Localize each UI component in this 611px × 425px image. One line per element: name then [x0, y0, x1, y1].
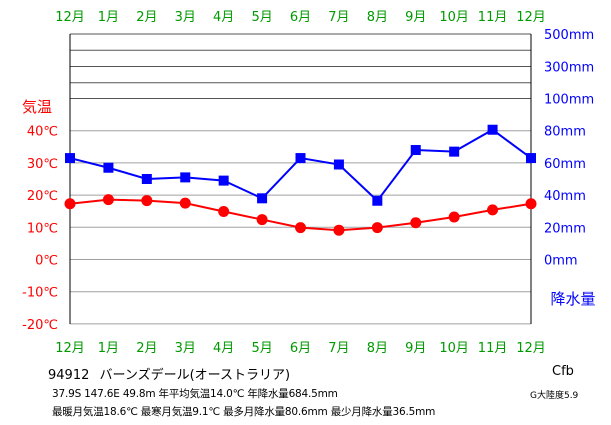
month-label-top: 9月	[405, 10, 426, 25]
temperature-point	[525, 198, 537, 210]
temperature-tick-label: 40℃	[27, 125, 58, 140]
precipitation-axis-title: 降水量	[550, 290, 595, 308]
month-label-bottom: 3月	[175, 341, 196, 356]
temperature-point	[64, 198, 76, 210]
temperature-tick-label: 30℃	[27, 157, 58, 172]
precipitation-point	[526, 153, 536, 164]
precipitation-tick-label: 20mm	[544, 221, 586, 236]
temperature-point	[448, 211, 460, 223]
temperature-point	[371, 222, 383, 234]
precipitation-point	[218, 175, 229, 186]
temperature-tick-label: -20℃	[22, 318, 58, 333]
temperature-tick-labels: 40℃ 30℃ 20℃ 10℃ 0℃ -10℃ -20℃	[22, 125, 58, 333]
month-label-top: 10月	[439, 10, 469, 25]
precipitation-point	[333, 159, 344, 170]
temperature-point	[102, 194, 114, 206]
precipitation-tick-labels: 0mm 20mm 40mm 60mm 80mm 100mm 300mm 500mm	[544, 28, 594, 269]
month-label-top: 11月	[478, 10, 508, 25]
month-label-bottom: 11月	[478, 341, 508, 356]
precipitation-point	[449, 146, 460, 157]
station-name: バーンズデール(オーストラリア)	[99, 368, 291, 383]
month-label-top: 12月	[55, 10, 85, 25]
chart-grid	[70, 33, 531, 325]
month-label-bottom: 6月	[290, 341, 311, 356]
climate-classification: Cfb	[552, 364, 574, 379]
month-label-top: 6月	[290, 10, 311, 25]
month-label-bottom: 9月	[405, 341, 426, 356]
station-line: 94912 バーンズデール(オーストラリア)	[48, 364, 290, 383]
precipitation-tick-label: 0mm	[544, 254, 578, 269]
month-label-bottom: 2月	[136, 341, 157, 356]
temperature-tick-label: 20℃	[27, 189, 58, 204]
precipitation-tick-label: 40mm	[544, 189, 586, 204]
month-label-top: 3月	[175, 10, 196, 25]
temperature-point	[333, 224, 345, 236]
month-label-top: 4月	[213, 10, 234, 25]
temperature-tick-label: 0℃	[35, 254, 58, 269]
month-label-bottom: 8月	[367, 341, 388, 356]
precipitation-point	[410, 145, 421, 156]
precipitation-tick-label: 100mm	[544, 93, 594, 108]
precipitation-tick-label: 500mm	[544, 28, 594, 43]
month-label-top: 12月	[516, 10, 546, 25]
precipitation-tick-label: 80mm	[544, 125, 586, 140]
station-id: 94912	[48, 368, 90, 383]
chart-axes	[69, 34, 532, 324]
temperature-point	[295, 222, 306, 234]
precipitation-point	[103, 162, 114, 173]
precipitation-point	[372, 195, 383, 206]
temperature-tick-label: 10℃	[27, 221, 58, 236]
precipitation-point	[141, 174, 152, 184]
station-stats-line-1: 37.9S 147.6E 49.8m 年平均気温14.0℃ 年降水量684.5m…	[52, 388, 338, 400]
month-label-top: 1月	[98, 10, 119, 25]
month-label-bottom: 4月	[213, 341, 234, 356]
top-month-labels: 12月 1月 2月 3月 4月 5月 6月 7月 8月 9月 10月 11月 12月	[55, 10, 546, 25]
month-label-top: 5月	[251, 10, 272, 25]
precipitation-point	[257, 193, 268, 204]
bottom-month-labels: 12月 1月 2月 3月 4月 5月 6月 7月 8月 9月 10月 11月 12月	[55, 341, 546, 356]
station-stats-line-2: 最暖月気温18.6℃ 最寒月気温9.1℃ 最多月降水量80.6mm 最少月降水量…	[52, 406, 436, 418]
temperature-tick-label: -10℃	[22, 286, 58, 301]
precipitation-tick-label: 300mm	[544, 61, 594, 76]
precipitation-point	[487, 124, 498, 135]
month-label-bottom: 7月	[328, 341, 349, 356]
precipitation-series	[65, 124, 536, 206]
temperature-point	[256, 214, 268, 226]
temperature-point	[141, 195, 153, 207]
precipitation-point	[65, 153, 75, 164]
month-label-bottom: 12月	[516, 341, 546, 356]
month-label-top: 8月	[367, 10, 388, 25]
temperature-point	[410, 217, 422, 229]
climate-chart: 12月 1月 2月 3月 4月 5月 6月 7月 8月 9月 10月 11月 12月 12月 1月 2月 3月…	[22, 10, 596, 356]
continentality-index: G大陸度5.9	[530, 391, 579, 401]
precipitation-line	[69, 128, 532, 203]
month-label-bottom: 12月	[55, 341, 85, 356]
month-label-top: 2月	[136, 10, 157, 25]
precipitation-tick-label: 60mm	[544, 157, 586, 172]
temperature-point	[179, 197, 191, 209]
precipitation-point	[295, 153, 306, 164]
month-label-bottom: 10月	[439, 341, 469, 356]
temperature-axis-title: 気温	[22, 98, 52, 116]
precipitation-point	[180, 172, 191, 183]
temperature-point	[218, 206, 230, 218]
month-label-top: 7月	[328, 10, 349, 25]
temperature-series	[64, 194, 537, 236]
month-label-bottom: 5月	[251, 341, 272, 356]
month-label-bottom: 1月	[98, 341, 119, 356]
temperature-point	[487, 204, 499, 216]
